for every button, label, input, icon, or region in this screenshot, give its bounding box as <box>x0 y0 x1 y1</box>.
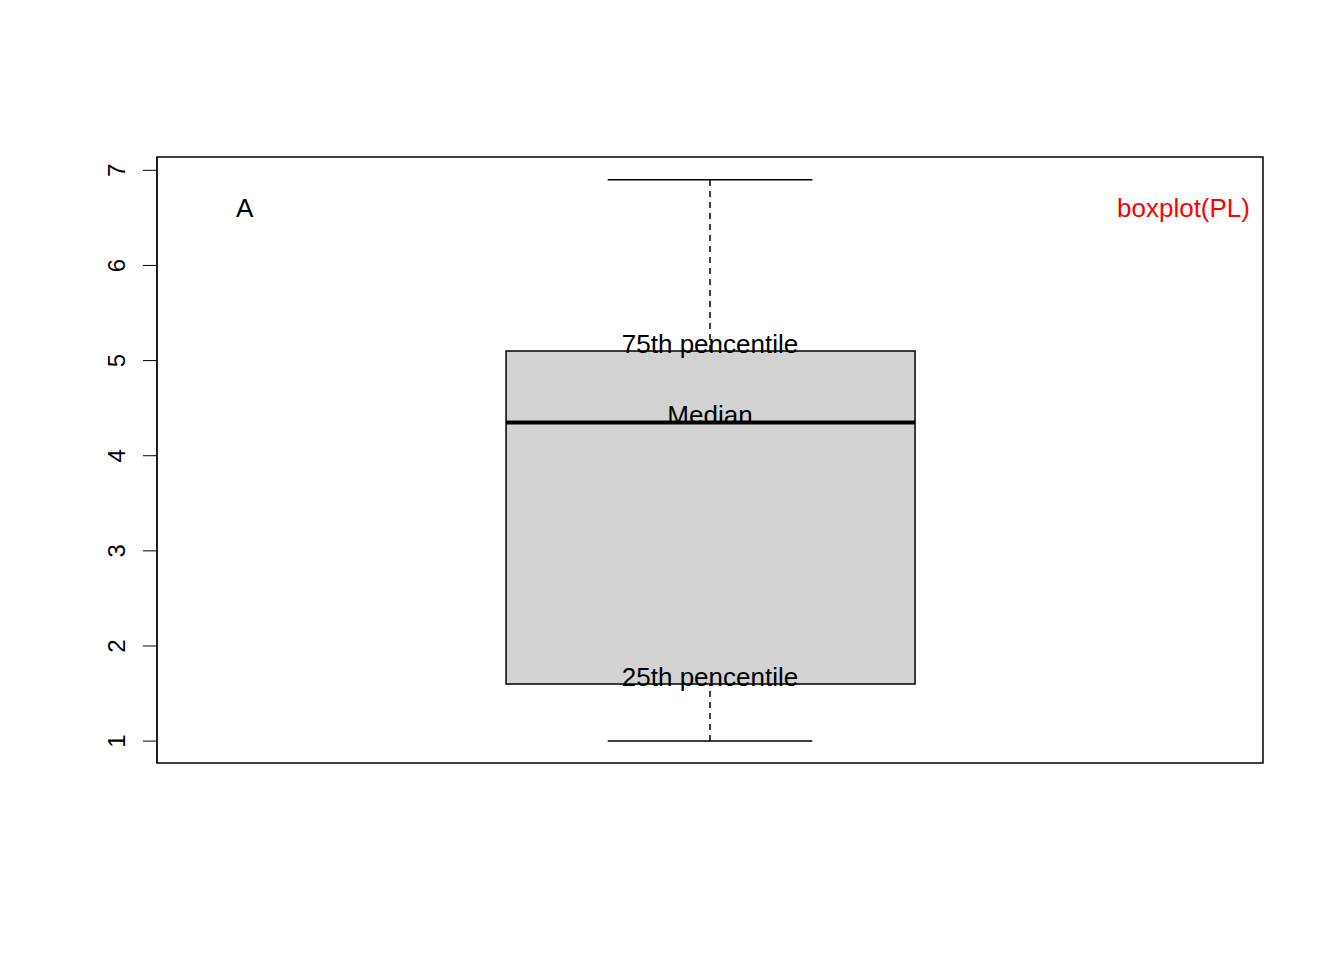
svg-text:6: 6 <box>103 259 130 272</box>
svg-text:Median: Median <box>667 400 752 430</box>
svg-text:3: 3 <box>103 544 130 557</box>
svg-text:4: 4 <box>103 449 130 462</box>
svg-text:25th pencentile: 25th pencentile <box>622 662 798 692</box>
html-text:A: A <box>236 193 254 223</box>
svg-text:7: 7 <box>103 164 130 177</box>
html-text:boxplot(PL): boxplot(PL) <box>1117 193 1250 223</box>
svg-text:2: 2 <box>103 639 130 652</box>
svg-text:5: 5 <box>103 354 130 367</box>
svg-text:1: 1 <box>103 734 130 747</box>
svg-text:75th pencentile: 75th pencentile <box>622 329 798 359</box>
